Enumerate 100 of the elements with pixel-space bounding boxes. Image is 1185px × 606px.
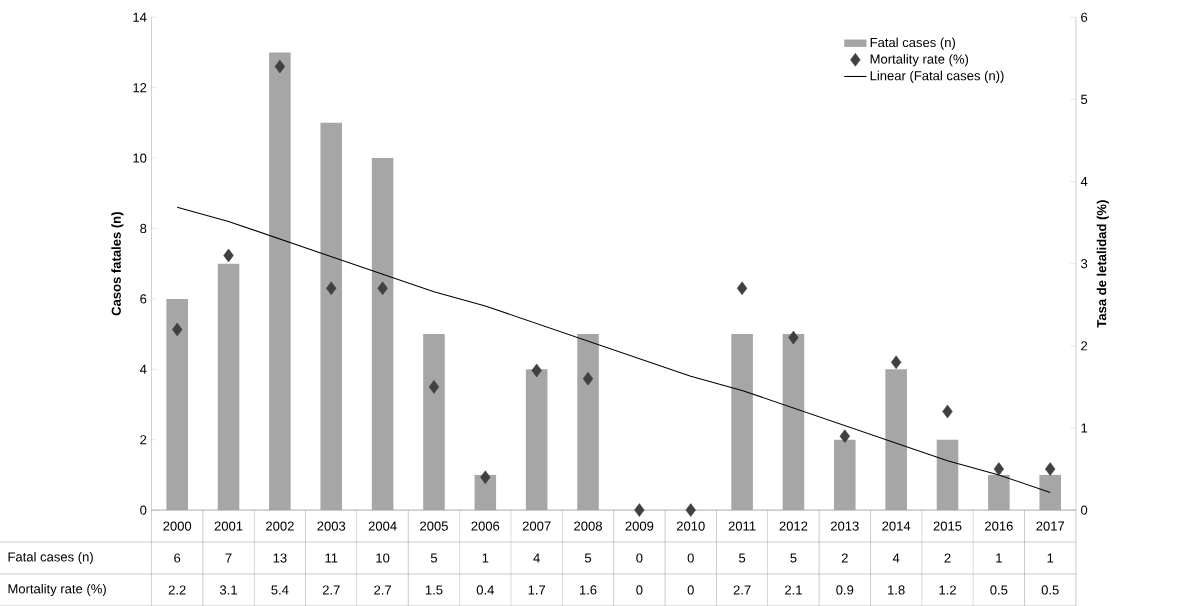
data-label: 1.6 [579,585,597,595]
data-label: 1 [1047,553,1054,563]
data-label: 0.5 [990,585,1008,595]
point [172,322,183,337]
data-label: 0 [687,585,694,595]
point [891,355,902,369]
legend-label: Mortality rate (%) [870,54,969,67]
data-label: 1.2 [939,585,956,595]
x-tick-label: 2005 [420,521,448,531]
data-label: 0 [636,585,643,595]
point [788,330,799,345]
bar [1039,474,1061,511]
data-label: 2.7 [374,585,392,595]
point [480,470,491,484]
y-axis-title: Casos fatales (n) [111,212,124,316]
bar [525,369,548,511]
y-tick-label: 4 [139,364,147,374]
data-label: 13 [273,553,287,563]
data-label: 2 [944,553,951,563]
data-label: 2.7 [733,585,751,595]
data-label: 0 [687,553,694,563]
y2-tick-label: 1 [1081,423,1088,433]
x-tick-label: 2013 [830,521,859,531]
y-tick-label: 6 [140,294,147,304]
y2-tick-label: 4 [1080,176,1088,186]
data-label: 1.7 [528,585,546,595]
x-tick-label: 2010 [676,521,705,531]
point [531,363,542,378]
point [993,462,1005,476]
y-tick-label: 12 [133,83,147,93]
bar [371,157,394,511]
data-label: 0.5 [1041,585,1059,595]
x-tick-label: 2000 [163,521,192,531]
point [685,503,696,517]
y-tick-label: 8 [140,223,147,233]
data-label: 6 [174,553,181,563]
y-tick-label: 2 [140,435,147,445]
data-label: 5 [790,553,797,563]
x-tick-label: 2017 [1036,521,1065,531]
point [1045,462,1056,476]
x-tick-label: 2008 [574,521,602,531]
data-label: 5.4 [271,585,289,595]
data-label: 3.1 [219,585,237,595]
x-tick-label: 2007 [522,521,551,531]
bar [782,333,805,511]
point [736,281,748,296]
x-tick-label: 2016 [985,521,1013,531]
bar [731,333,753,511]
bar [166,298,188,511]
point [428,380,440,394]
data-label: 2 [841,553,848,563]
data-label: 5 [584,553,592,563]
bar [423,333,445,511]
point [326,281,337,296]
data-label: 5 [738,553,746,563]
bar [320,122,343,511]
data-label: 4 [533,553,540,563]
point [942,404,953,419]
x-tick-label: 2001 [214,521,243,531]
data-label: 0.4 [476,585,494,595]
data-label: 4 [892,553,900,563]
data-label: 0.9 [836,585,854,595]
y2-tick-label: 6 [1081,12,1088,22]
x-tick-label: 2002 [266,521,294,531]
data-label: 10 [376,553,390,563]
x-tick-label: 2006 [471,521,500,531]
data-label: 1 [482,553,489,563]
bar [988,474,1010,511]
data-label: 2.1 [785,585,802,595]
x-tick-label: 2011 [728,521,756,531]
data-label: 1.8 [888,585,905,595]
y2-axis-title: Tasa de letalidad (%) [1096,200,1109,328]
y2-tick-label: 2 [1081,341,1088,351]
text: Mortality rate (%) [8,583,106,596]
legend-label: Fatal cases (n) [870,37,956,50]
text: Fatal cases (n) [8,551,93,564]
bar [936,439,959,511]
data-label: 7 [225,553,232,563]
x-tick-label: 2015 [933,521,962,531]
x-tick-label: 2014 [882,521,911,531]
data-label: 2.7 [322,585,340,595]
bar [577,333,599,511]
x-tick-label: 2009 [625,521,654,531]
y-tick-label: 14 [133,12,147,22]
y2-tick-label: 5 [1081,94,1088,104]
data-label: 2.2 [168,585,186,595]
y2-tick-label: 3 [1080,258,1088,269]
point [582,371,594,386]
point [634,503,645,517]
bar [834,439,856,511]
data-label: 0 [636,553,643,563]
bar [269,52,291,511]
point [839,429,850,443]
data-label: 1 [996,553,1002,563]
point [223,248,234,263]
bar [217,263,240,511]
y2-tick-label: 0 [1081,505,1088,515]
x-tick-label: 2003 [317,521,346,531]
bar [885,369,907,511]
data-label: 1.5 [425,585,443,595]
